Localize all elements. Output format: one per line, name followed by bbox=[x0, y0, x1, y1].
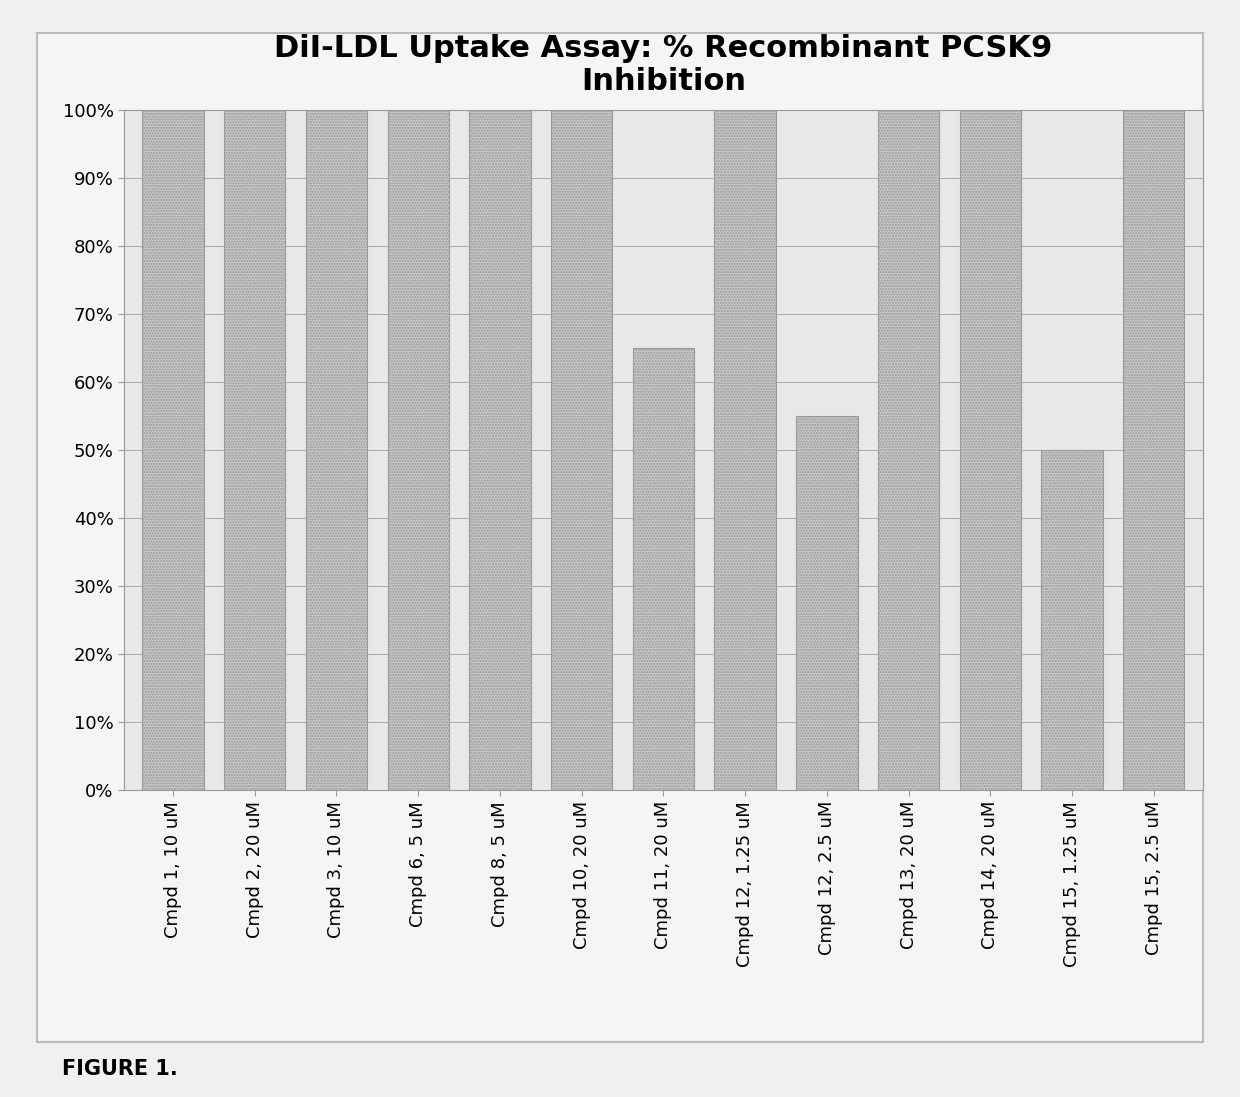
Bar bbox=[388, 110, 449, 790]
Bar bbox=[469, 110, 531, 790]
Bar bbox=[1042, 450, 1102, 790]
Bar bbox=[960, 110, 1021, 790]
Bar bbox=[224, 110, 285, 790]
Bar bbox=[143, 110, 203, 790]
Bar bbox=[551, 110, 613, 790]
Bar bbox=[1123, 110, 1184, 790]
Bar bbox=[714, 110, 776, 790]
Bar bbox=[306, 110, 367, 790]
Text: FIGURE 1.: FIGURE 1. bbox=[62, 1059, 177, 1079]
Bar bbox=[632, 348, 694, 790]
Bar bbox=[796, 416, 858, 790]
Title: DiI-LDL Uptake Assay: % Recombinant PCSK9
Inhibition: DiI-LDL Uptake Assay: % Recombinant PCSK… bbox=[274, 34, 1053, 97]
Bar bbox=[878, 110, 939, 790]
